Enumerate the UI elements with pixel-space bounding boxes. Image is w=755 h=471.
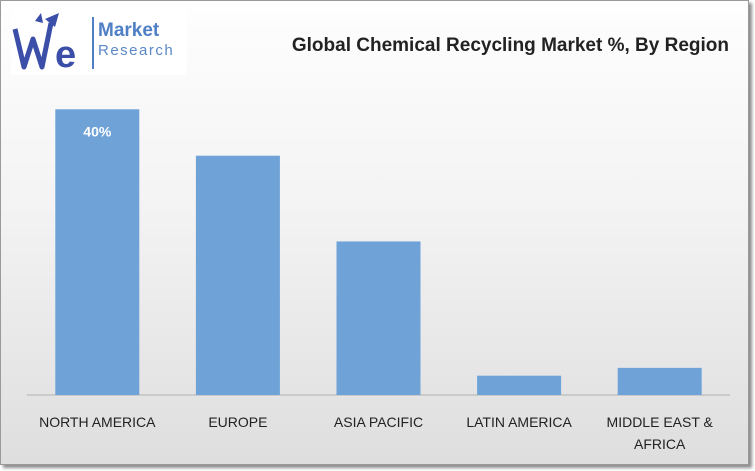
logo-mark-letter: e — [55, 34, 76, 75]
logo-word-market: Market — [98, 20, 160, 41]
category-label-0: NORTH AMERICA — [39, 414, 156, 430]
chart-title: Global Chemical Recycling Market %, By R… — [291, 35, 729, 56]
bar-2 — [336, 241, 421, 395]
brand-logo: e Market Research — [11, 9, 187, 76]
category-label-3: LATIN AMERICA — [466, 414, 572, 430]
category-label-4: MIDDLE EAST & AFRICA — [607, 414, 714, 452]
bar-3 — [477, 375, 562, 395]
bar-4 — [617, 367, 702, 395]
category-label-2: ASIA PACIFIC — [334, 414, 423, 430]
category-label-1: EUROPE — [208, 414, 267, 430]
logo-divider — [92, 17, 94, 69]
logo-word-research: Research — [98, 42, 175, 59]
data-label-0: 40% — [83, 123, 112, 139]
logo-mark-icon: e — [12, 13, 76, 76]
bar-0 — [55, 109, 140, 396]
bar-1 — [195, 155, 280, 395]
